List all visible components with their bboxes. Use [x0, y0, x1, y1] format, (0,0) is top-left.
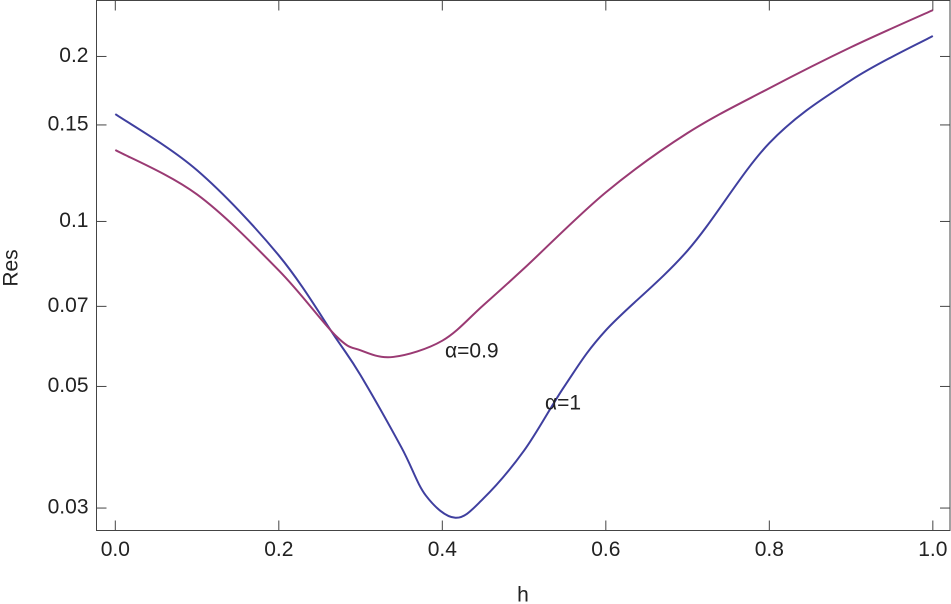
series-line — [114, 9, 934, 359]
y-tick-label: 0.07 — [48, 294, 89, 317]
plot-frame — [96, 0, 951, 531]
x-axis-label: h — [517, 584, 529, 604]
x-tick-label: 1.0 — [918, 538, 947, 561]
y-axis-label: Res — [0, 249, 23, 286]
x-tick-label: 0.8 — [755, 538, 784, 561]
y-tick-label: 0.15 — [48, 112, 89, 135]
x-tick-label: 0.4 — [428, 538, 458, 561]
x-tick-label: 0.2 — [264, 538, 293, 561]
series-line — [114, 35, 934, 519]
y-tick-label: 0.1 — [59, 209, 88, 232]
series-label: α=1 — [545, 392, 581, 415]
y-tick-label: 0.05 — [48, 374, 89, 397]
series-label: α=0.9 — [445, 340, 499, 363]
x-tick-label: 0.6 — [591, 538, 620, 561]
y-tick-label: 0.2 — [59, 44, 88, 67]
y-tick-label: 0.03 — [48, 496, 89, 519]
x-tick-label: 0.0 — [101, 538, 130, 561]
